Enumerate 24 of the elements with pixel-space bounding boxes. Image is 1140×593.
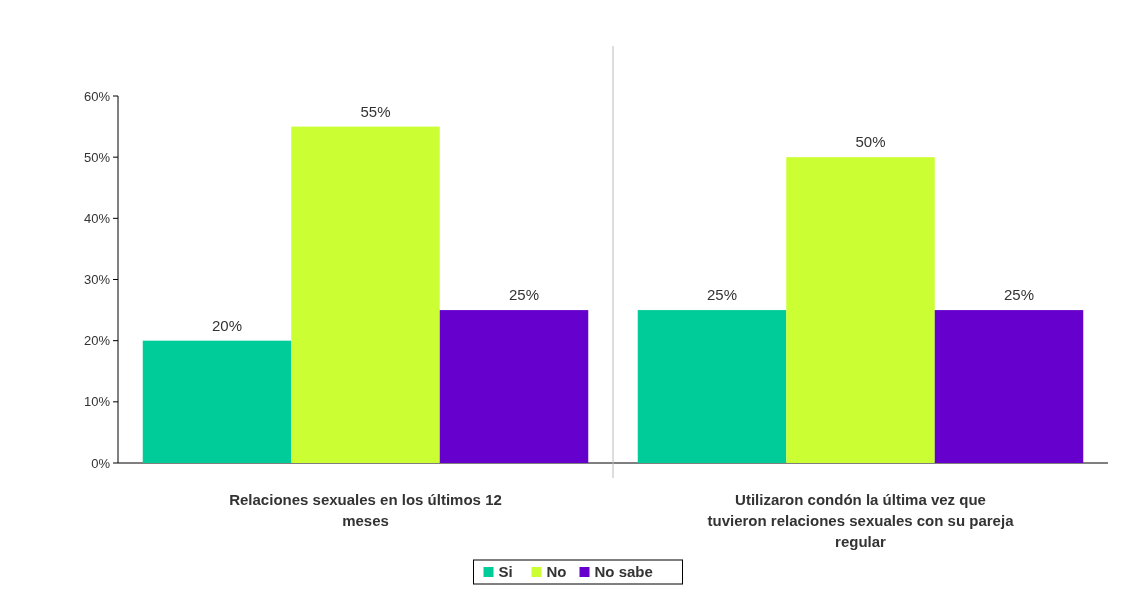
- x-tick-label: Utilizaron condón la última vez que tuvieron relaciones sexuales con su pareja regular: [707, 491, 1015, 550]
- y-tick-label: 60%: [83, 88, 111, 104]
- data-label: 25%: [706, 286, 738, 304]
- y-tick-label: 20%: [83, 333, 111, 349]
- bar: [934, 310, 1084, 463]
- legend-label: Si: [498, 563, 513, 581]
- y-tick-label: 0%: [91, 455, 111, 471]
- y-tick-label: 40%: [83, 210, 111, 226]
- bar: [637, 310, 787, 463]
- bar: [786, 157, 935, 463]
- x-tick-label: Relaciones sexuales en los últimos 12 meses: [229, 491, 502, 529]
- data-label: 25%: [1003, 286, 1035, 304]
- data-label: 25%: [508, 286, 540, 304]
- y-tick-label: 50%: [83, 149, 111, 165]
- y-tick-label: 30%: [83, 272, 111, 288]
- data-label: 50%: [855, 133, 886, 151]
- bar: [291, 126, 440, 463]
- legend-label: No sabe: [594, 563, 653, 581]
- y-tick-label: 10%: [83, 394, 111, 410]
- bar: [439, 310, 589, 463]
- bar: [142, 340, 292, 463]
- legend-label: No: [546, 563, 567, 581]
- data-label: 55%: [360, 102, 391, 120]
- data-label: 20%: [211, 316, 243, 334]
